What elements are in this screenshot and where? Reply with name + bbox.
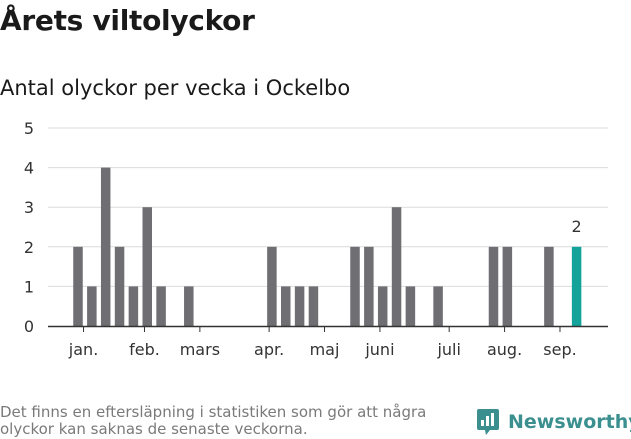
bar — [377, 286, 388, 326]
x-tick-label: aug. — [487, 340, 522, 359]
bar — [267, 246, 277, 326]
bar — [87, 286, 97, 326]
bar — [100, 167, 111, 326]
bar — [73, 246, 83, 326]
chart-subtitle: Antal olyckor per vecka i Ockelbo — [0, 76, 351, 100]
x-tick-label: mars — [180, 340, 220, 359]
bar — [281, 286, 291, 326]
x-tick-label: apr. — [254, 340, 284, 359]
bar — [405, 286, 416, 326]
data-label: 2 — [572, 217, 582, 236]
bar — [350, 246, 360, 326]
x-tick-label: feb. — [129, 340, 160, 359]
bar — [433, 286, 443, 326]
x-tick-label: sep. — [543, 340, 576, 359]
y-tick-label: 2 — [24, 238, 34, 257]
bar — [544, 246, 554, 326]
x-tick-label: juni — [364, 340, 394, 359]
newsworthy-logo-icon — [477, 409, 499, 435]
bar-chart: 0 1 2 3 4 5 2 jan. feb. mars apr. maj juni juli aug. se… — [24, 119, 608, 359]
bar — [114, 246, 125, 326]
highlight-bar — [571, 246, 582, 326]
y-tick-label: 0 — [24, 317, 34, 336]
bar — [391, 207, 402, 326]
x-tick-label: juli — [436, 340, 460, 359]
y-tick-label: 4 — [24, 159, 34, 178]
bar — [156, 286, 166, 326]
bar — [128, 286, 139, 326]
bar — [488, 246, 499, 326]
brand-name: Newsworthy — [508, 411, 631, 433]
y-tick-label: 1 — [24, 277, 34, 296]
bar — [502, 246, 513, 326]
y-tick-label: 3 — [24, 198, 34, 217]
bar — [294, 286, 305, 326]
bar — [308, 286, 319, 326]
brand: Newsworthy — [476, 408, 631, 436]
bar — [142, 207, 152, 326]
bar — [364, 246, 374, 326]
x-tick-label: jan. — [68, 340, 98, 359]
bar — [184, 286, 194, 326]
footnote: Det finns en eftersläpning i statistiken… — [0, 403, 427, 438]
x-tick-label: maj — [310, 340, 340, 359]
y-tick-label: 5 — [24, 119, 34, 138]
page-title: Årets viltolyckor — [0, 4, 255, 37]
